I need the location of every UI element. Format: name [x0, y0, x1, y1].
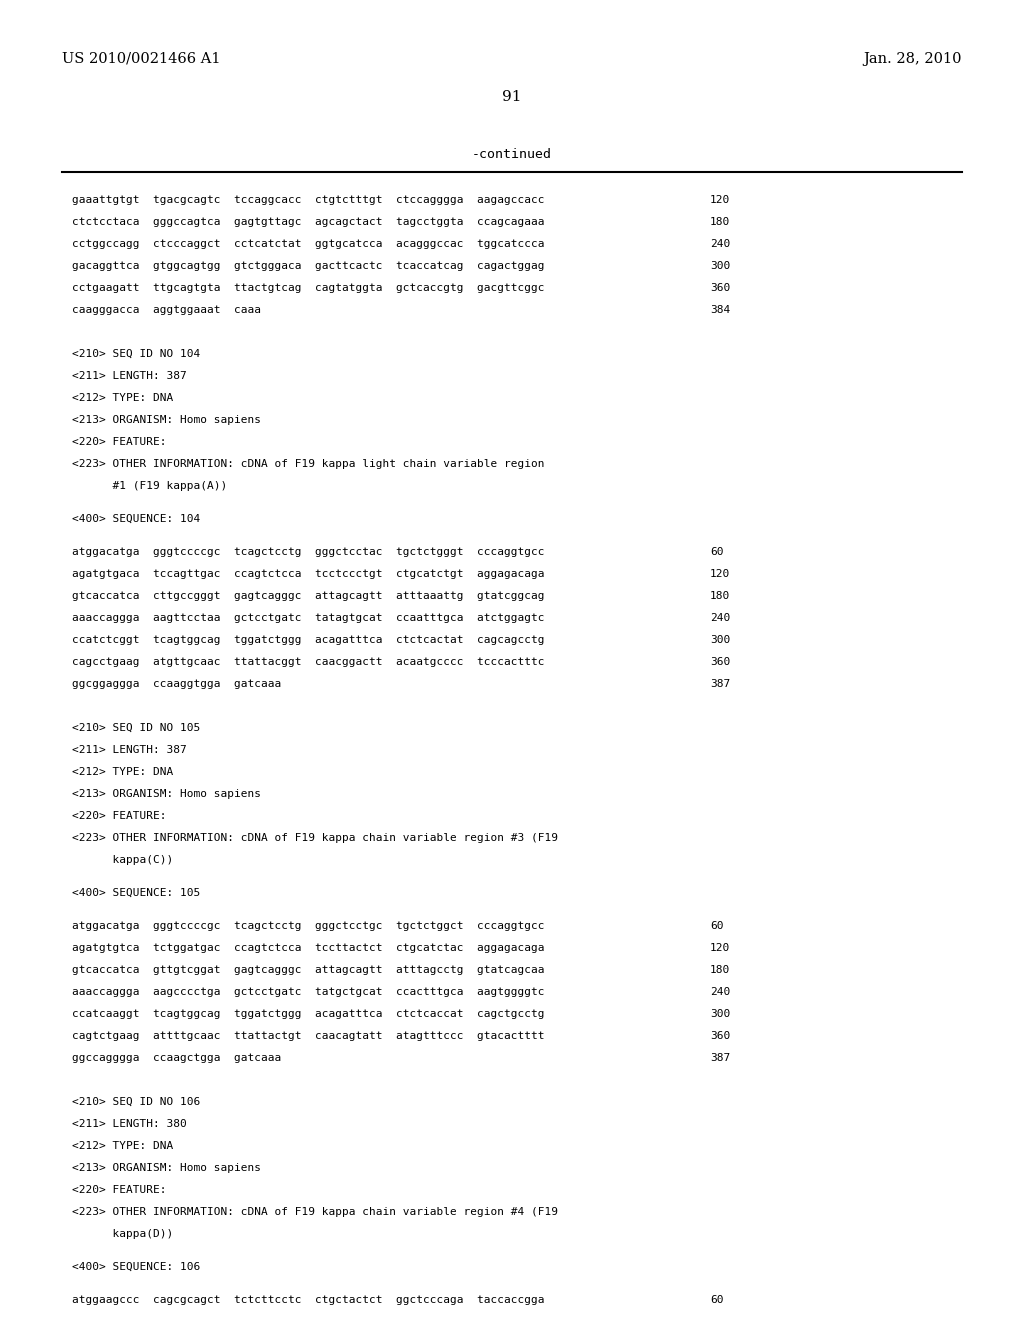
Text: <210> SEQ ID NO 105: <210> SEQ ID NO 105 — [72, 723, 201, 733]
Text: <210> SEQ ID NO 104: <210> SEQ ID NO 104 — [72, 348, 201, 359]
Text: 240: 240 — [710, 239, 730, 249]
Text: 360: 360 — [710, 1031, 730, 1041]
Text: <213> ORGANISM: Homo sapiens: <213> ORGANISM: Homo sapiens — [72, 789, 261, 799]
Text: cctgaagatt  ttgcagtgta  ttactgtcag  cagtatggta  gctcaccgtg  gacgttcggc: cctgaagatt ttgcagtgta ttactgtcag cagtatg… — [72, 282, 545, 293]
Text: 360: 360 — [710, 657, 730, 667]
Text: aaaccaggga  aagttcctaa  gctcctgatc  tatagtgcat  ccaatttgca  atctggagtc: aaaccaggga aagttcctaa gctcctgatc tatagtg… — [72, 612, 545, 623]
Text: cctggccagg  ctcccaggct  cctcatctat  ggtgcatcca  acagggccac  tggcatccca: cctggccagg ctcccaggct cctcatctat ggtgcat… — [72, 239, 545, 249]
Text: atggacatga  gggtccccgc  tcagctcctg  gggctcctgc  tgctctggct  cccaggtgcc: atggacatga gggtccccgc tcagctcctg gggctcc… — [72, 921, 545, 931]
Text: 91: 91 — [502, 90, 522, 104]
Text: <400> SEQUENCE: 106: <400> SEQUENCE: 106 — [72, 1262, 201, 1272]
Text: <223> OTHER INFORMATION: cDNA of F19 kappa chain variable region #3 (F19: <223> OTHER INFORMATION: cDNA of F19 kap… — [72, 833, 558, 843]
Text: gtcaccatca  gttgtcggat  gagtcagggc  attagcagtt  atttagcctg  gtatcagcaa: gtcaccatca gttgtcggat gagtcagggc attagca… — [72, 965, 545, 975]
Text: 384: 384 — [710, 305, 730, 315]
Text: <210> SEQ ID NO 106: <210> SEQ ID NO 106 — [72, 1097, 201, 1107]
Text: ccatctcggt  tcagtggcag  tggatctggg  acagatttca  ctctcactat  cagcagcctg: ccatctcggt tcagtggcag tggatctggg acagatt… — [72, 635, 545, 645]
Text: agatgtgtca  tctggatgac  ccagtctcca  tccttactct  ctgcatctac  aggagacaga: agatgtgtca tctggatgac ccagtctcca tccttac… — [72, 942, 545, 953]
Text: <223> OTHER INFORMATION: cDNA of F19 kappa chain variable region #4 (F19: <223> OTHER INFORMATION: cDNA of F19 kap… — [72, 1206, 558, 1217]
Text: aaaccaggga  aagcccctga  gctcctgatc  tatgctgcat  ccactttgca  aagtggggtc: aaaccaggga aagcccctga gctcctgatc tatgctg… — [72, 987, 545, 997]
Text: kappa(C)): kappa(C)) — [72, 855, 173, 865]
Text: <211> LENGTH: 387: <211> LENGTH: 387 — [72, 371, 186, 381]
Text: ggcggaggga  ccaaggtgga  gatcaaa: ggcggaggga ccaaggtgga gatcaaa — [72, 678, 282, 689]
Text: 180: 180 — [710, 591, 730, 601]
Text: #1 (F19 kappa(A)): #1 (F19 kappa(A)) — [72, 480, 227, 491]
Text: <213> ORGANISM: Homo sapiens: <213> ORGANISM: Homo sapiens — [72, 414, 261, 425]
Text: gaaattgtgt  tgacgcagtc  tccaggcacc  ctgtctttgt  ctccagggga  aagagccacc: gaaattgtgt tgacgcagtc tccaggcacc ctgtctt… — [72, 195, 545, 205]
Text: cagtctgaag  attttgcaac  ttattactgt  caacagtatt  atagtttccc  gtacactttt: cagtctgaag attttgcaac ttattactgt caacagt… — [72, 1031, 545, 1041]
Text: <213> ORGANISM: Homo sapiens: <213> ORGANISM: Homo sapiens — [72, 1163, 261, 1173]
Text: caagggacca  aggtggaaat  caaa: caagggacca aggtggaaat caaa — [72, 305, 261, 315]
Text: kappa(D)): kappa(D)) — [72, 1229, 173, 1239]
Text: gacaggttca  gtggcagtgg  gtctgggaca  gacttcactc  tcaccatcag  cagactggag: gacaggttca gtggcagtgg gtctgggaca gacttca… — [72, 261, 545, 271]
Text: <211> LENGTH: 387: <211> LENGTH: 387 — [72, 744, 186, 755]
Text: cagcctgaag  atgttgcaac  ttattacggt  caacggactt  acaatgcccc  tcccactttc: cagcctgaag atgttgcaac ttattacggt caacgga… — [72, 657, 545, 667]
Text: 120: 120 — [710, 942, 730, 953]
Text: 300: 300 — [710, 261, 730, 271]
Text: <212> TYPE: DNA: <212> TYPE: DNA — [72, 767, 173, 777]
Text: -continued: -continued — [472, 148, 552, 161]
Text: <220> FEATURE:: <220> FEATURE: — [72, 437, 167, 447]
Text: 300: 300 — [710, 1008, 730, 1019]
Text: 60: 60 — [710, 921, 724, 931]
Text: gtcaccatca  cttgccgggt  gagtcagggc  attagcagtt  atttaaattg  gtatcggcag: gtcaccatca cttgccgggt gagtcagggc attagca… — [72, 591, 545, 601]
Text: <400> SEQUENCE: 104: <400> SEQUENCE: 104 — [72, 513, 201, 524]
Text: US 2010/0021466 A1: US 2010/0021466 A1 — [62, 51, 220, 66]
Text: atggacatga  gggtccccgc  tcagctcctg  gggctcctac  tgctctgggt  cccaggtgcc: atggacatga gggtccccgc tcagctcctg gggctcc… — [72, 546, 545, 557]
Text: agatgtgaca  tccagttgac  ccagtctcca  tcctccctgt  ctgcatctgt  aggagacaga: agatgtgaca tccagttgac ccagtctcca tcctccc… — [72, 569, 545, 579]
Text: <220> FEATURE:: <220> FEATURE: — [72, 1185, 167, 1195]
Text: 387: 387 — [710, 678, 730, 689]
Text: 240: 240 — [710, 987, 730, 997]
Text: atggaagccc  cagcgcagct  tctcttcctc  ctgctactct  ggctcccaga  taccaccgga: atggaagccc cagcgcagct tctcttcctc ctgctac… — [72, 1295, 545, 1305]
Text: ccatcaaggt  tcagtggcag  tggatctggg  acagatttca  ctctcaccat  cagctgcctg: ccatcaaggt tcagtggcag tggatctggg acagatt… — [72, 1008, 545, 1019]
Text: <223> OTHER INFORMATION: cDNA of F19 kappa light chain variable region: <223> OTHER INFORMATION: cDNA of F19 kap… — [72, 459, 545, 469]
Text: 387: 387 — [710, 1053, 730, 1063]
Text: 120: 120 — [710, 569, 730, 579]
Text: 120: 120 — [710, 195, 730, 205]
Text: 300: 300 — [710, 635, 730, 645]
Text: Jan. 28, 2010: Jan. 28, 2010 — [863, 51, 962, 66]
Text: <211> LENGTH: 380: <211> LENGTH: 380 — [72, 1119, 186, 1129]
Text: <400> SEQUENCE: 105: <400> SEQUENCE: 105 — [72, 888, 201, 898]
Text: <212> TYPE: DNA: <212> TYPE: DNA — [72, 1140, 173, 1151]
Text: 60: 60 — [710, 546, 724, 557]
Text: 240: 240 — [710, 612, 730, 623]
Text: 180: 180 — [710, 965, 730, 975]
Text: 180: 180 — [710, 216, 730, 227]
Text: <220> FEATURE:: <220> FEATURE: — [72, 810, 167, 821]
Text: 360: 360 — [710, 282, 730, 293]
Text: ggccagggga  ccaagctgga  gatcaaa: ggccagggga ccaagctgga gatcaaa — [72, 1053, 282, 1063]
Text: ctctcctaca  gggccagtca  gagtgttagc  agcagctact  tagcctggta  ccagcagaaa: ctctcctaca gggccagtca gagtgttagc agcagct… — [72, 216, 545, 227]
Text: <212> TYPE: DNA: <212> TYPE: DNA — [72, 393, 173, 403]
Text: 60: 60 — [710, 1295, 724, 1305]
